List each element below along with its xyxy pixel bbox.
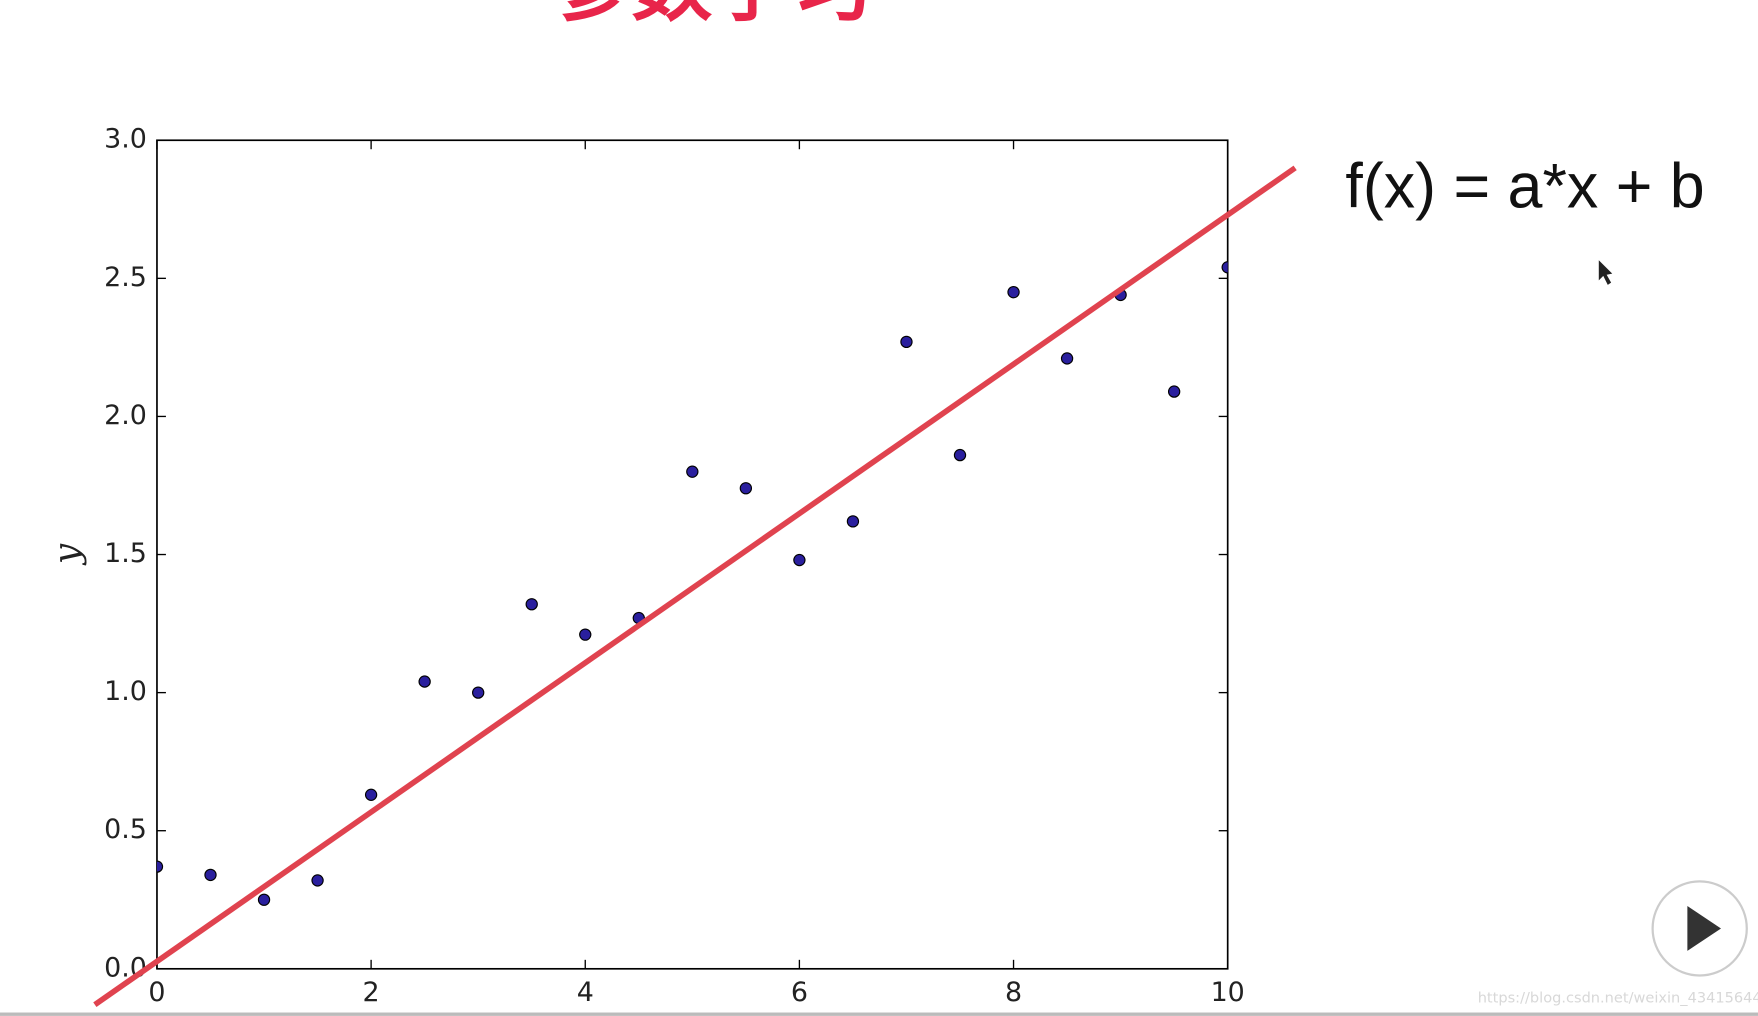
point	[900, 335, 913, 349]
formula: f(x) = a*x + b	[1345, 152, 1704, 222]
y-axis-label: y	[47, 543, 88, 566]
y-tick-label: 1.5	[104, 538, 147, 569]
point	[739, 482, 753, 495]
x-tick-label: 4	[577, 977, 594, 1008]
point	[686, 465, 699, 478]
x-tick-label: 0	[148, 977, 165, 1008]
point	[846, 515, 860, 528]
point	[579, 628, 592, 641]
x-tick-label: 6	[791, 977, 808, 1008]
y-tick-label: 0.5	[104, 814, 147, 845]
scatter-layer	[156, 261, 1228, 906]
play-icon[interactable]	[1687, 906, 1722, 951]
point	[953, 448, 967, 462]
cursor	[1598, 260, 1613, 285]
play-button[interactable]	[1651, 880, 1748, 977]
point	[156, 860, 164, 873]
point	[204, 868, 217, 882]
plot: 0.0 0.5 1.0 1.5 2.0 2.5 3.0 0 2 4 6 8 10	[93, 124, 1297, 1008]
plot-frame	[156, 139, 1229, 970]
point	[472, 686, 485, 699]
slide-title: 参数学习	[551, 0, 874, 34]
point	[1167, 385, 1181, 398]
point	[257, 893, 271, 906]
point	[311, 874, 324, 887]
y-tick-label: 2.0	[104, 400, 147, 431]
fit-line	[93, 165, 1297, 1008]
y-tick-label: 1.0	[104, 676, 147, 707]
x-tick-label: 8	[1005, 977, 1022, 1008]
y-tick-label: 2.5	[104, 262, 147, 293]
point	[793, 553, 806, 567]
y-tick-label: 3.0	[104, 124, 147, 155]
point	[525, 598, 538, 611]
point	[1060, 352, 1074, 365]
point	[1221, 261, 1228, 274]
y-tick-label: 0.0	[104, 952, 147, 983]
point	[418, 675, 431, 688]
x-tick-label: 10	[1211, 977, 1245, 1008]
watermark: https://blog.csdn.net/weixin_43415644	[1478, 989, 1758, 1006]
x-tick-label: 2	[363, 977, 380, 1008]
point	[364, 788, 378, 801]
point	[1007, 285, 1020, 299]
bottom-edge	[0, 1012, 1758, 1016]
